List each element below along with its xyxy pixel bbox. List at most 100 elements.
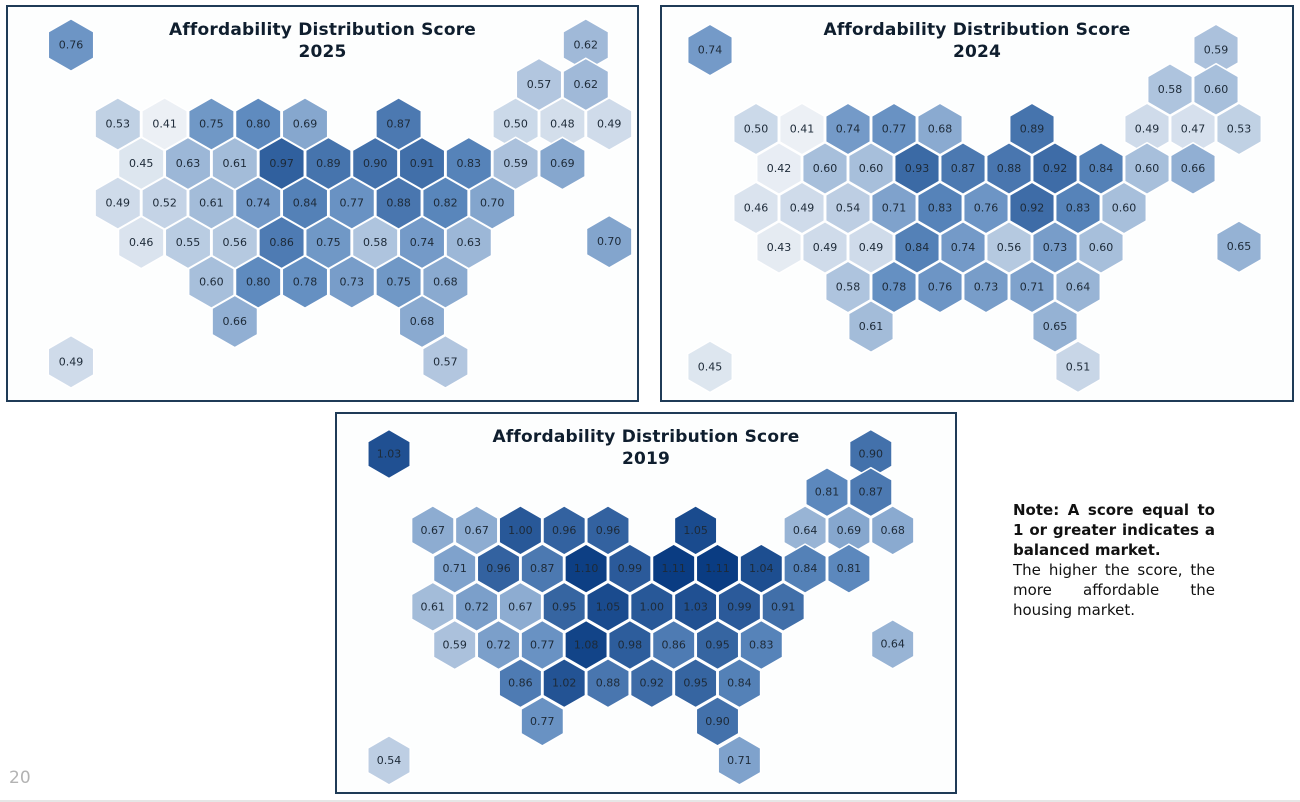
hex-value-label: 0.91 xyxy=(410,157,435,170)
hex-value-label: 0.60 xyxy=(1112,202,1137,215)
hex-value-label: 0.49 xyxy=(813,241,838,254)
hex-cell xyxy=(538,136,586,191)
hex-value-label: 0.81 xyxy=(837,562,862,575)
hex-cell xyxy=(498,657,543,709)
hex-value-label: 1.03 xyxy=(377,448,402,461)
hex-value-label: 0.78 xyxy=(882,281,907,294)
hex-cell xyxy=(673,505,718,556)
hex-value-label: 0.41 xyxy=(790,123,815,136)
hex-value-label: 0.96 xyxy=(486,562,511,575)
chart-title-2019: Affordability Distribution Score 2019 xyxy=(492,427,800,469)
hex-value-label: 0.96 xyxy=(596,524,621,537)
hex-value-label: 0.58 xyxy=(836,281,861,294)
hex-value-label: 0.89 xyxy=(1020,123,1045,136)
hex-value-label: 0.70 xyxy=(597,235,622,248)
hex-cell xyxy=(962,260,1010,314)
hex-cell xyxy=(476,543,521,594)
hex-value-label: 0.75 xyxy=(199,118,224,131)
hex-value-label: 0.65 xyxy=(1043,320,1068,333)
note-bold: Note: A score equal to 1 or greater indi… xyxy=(1013,501,1215,559)
hex-cell xyxy=(1054,260,1102,314)
hex-value-label: 0.61 xyxy=(199,197,224,210)
hex-value-label: 0.58 xyxy=(1158,83,1183,96)
hex-value-label: 0.71 xyxy=(882,202,907,215)
hex-cell xyxy=(476,619,521,671)
chart-panel-2019: Affordability Distribution Score 2019 1.… xyxy=(335,412,957,794)
hex-cell xyxy=(732,102,780,156)
hex-value-label: 0.71 xyxy=(1020,281,1045,294)
hex-value-label: 0.75 xyxy=(316,236,341,249)
hex-cell xyxy=(629,581,674,633)
hex-cell xyxy=(686,23,734,77)
hex-cell xyxy=(870,181,918,235)
hex-cell xyxy=(805,466,849,518)
hex-cell xyxy=(498,581,543,633)
hex-cell xyxy=(586,657,630,709)
hex-cell xyxy=(916,102,964,156)
hex-value-label: 0.68 xyxy=(410,315,435,328)
hex-value-label: 0.77 xyxy=(530,639,555,652)
hex-cell xyxy=(916,260,964,314)
hex-cell xyxy=(1054,181,1102,235)
hex-cell xyxy=(686,340,734,394)
hex-value-label: 0.81 xyxy=(815,486,840,499)
hex-cell xyxy=(695,619,740,671)
hex-value-label: 0.58 xyxy=(363,236,388,249)
hex-map-2024: 0.74 0.59 0.58 0.60 0.50 0.41 0.74 0.77 0.68 0.89… xyxy=(686,23,1263,394)
page-number: 20 xyxy=(9,768,31,788)
hex-cell xyxy=(739,543,784,594)
hex-value-label: 0.45 xyxy=(698,360,723,373)
hex-cell xyxy=(939,220,987,275)
hex-value-label: 0.66 xyxy=(1181,162,1206,175)
hex-value-label: 0.49 xyxy=(59,355,84,368)
hex-cell xyxy=(651,619,696,671)
hex-value-label: 0.68 xyxy=(880,524,905,537)
hex-cell xyxy=(761,581,806,633)
hex-value-label: 0.83 xyxy=(749,639,774,652)
hex-cell xyxy=(47,17,95,73)
hex-value-label: 0.59 xyxy=(1204,44,1229,57)
hex-cell xyxy=(1031,220,1079,275)
hex-value-label: 0.42 xyxy=(767,162,792,175)
hex-cell xyxy=(870,260,918,314)
hex-value-label: 1.11 xyxy=(705,562,730,575)
hex-value-label: 0.69 xyxy=(550,157,575,170)
hex-value-label: 1.02 xyxy=(552,677,577,690)
hex-value-label: 0.49 xyxy=(859,241,884,254)
hex-value-label: 0.74 xyxy=(951,241,976,254)
hex-cell xyxy=(848,466,893,518)
hex-value-label: 0.78 xyxy=(293,276,318,289)
hex-map-2025: 0.76 0.62 0.57 0.62 0.53 0.41 0.75 0.80 0.69 0.87… xyxy=(47,17,633,389)
hex-value-label: 0.65 xyxy=(1227,240,1252,253)
hex-value-label: 0.70 xyxy=(480,197,505,210)
hex-value-label: 0.67 xyxy=(508,600,533,613)
hex-cell xyxy=(962,181,1010,235)
hex-value-label: 0.61 xyxy=(421,600,446,613)
hex-value-label: 0.98 xyxy=(618,639,643,652)
hex-value-label: 1.10 xyxy=(574,562,599,575)
footer-divider xyxy=(0,800,1300,802)
hex-value-label: 0.77 xyxy=(882,123,907,136)
hex-value-label: 0.84 xyxy=(905,241,930,254)
hex-value-label: 0.69 xyxy=(837,524,862,537)
hex-value-label: 0.50 xyxy=(744,123,769,136)
hex-value-label: 0.80 xyxy=(246,118,271,131)
hex-value-label: 0.61 xyxy=(223,157,248,170)
hex-cell xyxy=(629,657,674,709)
hex-cell xyxy=(1008,181,1056,235)
hex-value-label: 0.69 xyxy=(293,118,318,131)
hex-value-label: 1.05 xyxy=(596,600,621,613)
hex-value-label: 0.73 xyxy=(340,276,365,289)
hex-value-label: 0.55 xyxy=(176,236,201,249)
hex-value-label: 1.00 xyxy=(640,600,665,613)
hex-cell xyxy=(717,657,762,709)
hex-cell xyxy=(1077,141,1125,196)
hex-value-label: 0.92 xyxy=(1043,162,1068,175)
hex-value-label: 0.87 xyxy=(530,562,555,575)
hex-value-label: 0.84 xyxy=(1089,162,1114,175)
hex-cell xyxy=(520,619,565,671)
hex-cell xyxy=(542,581,587,633)
hex-value-label: 0.66 xyxy=(223,315,248,328)
hex-cell xyxy=(1123,141,1171,196)
hex-cell xyxy=(651,543,696,594)
